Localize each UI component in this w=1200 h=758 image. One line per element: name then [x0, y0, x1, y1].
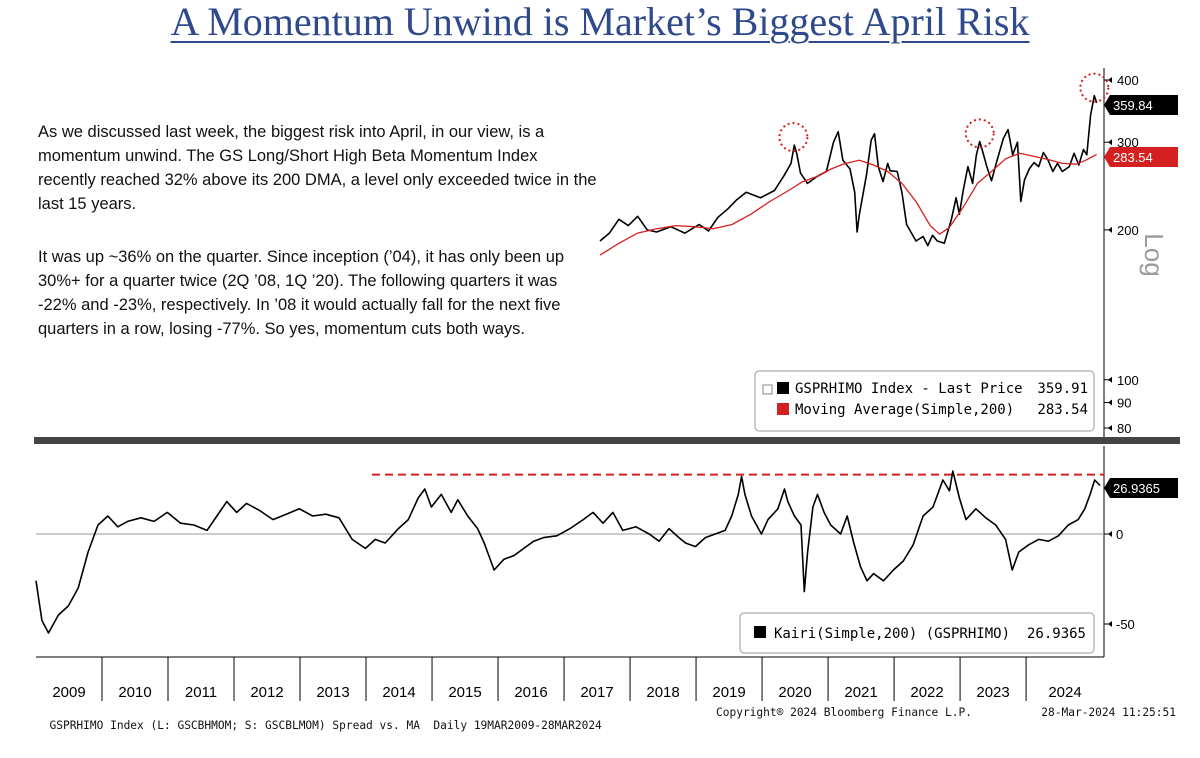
upper-y-tick-arrow [1108, 399, 1112, 406]
x-axis-year-label: 2011 [185, 684, 217, 701]
upper-y-tick-label: 80 [1117, 421, 1131, 436]
upper-y-tick-arrow [1108, 139, 1112, 146]
lower-legend-box [739, 612, 1095, 654]
x-axis-year-label: 2023 [976, 684, 1009, 701]
highlight-circle [964, 118, 995, 149]
ma-last-value: 283.54 [1113, 150, 1153, 165]
price-last-value-bg [1104, 95, 1178, 115]
log-scale-label: Log [1139, 233, 1169, 276]
upper-y-tick-label: 300 [1117, 135, 1139, 150]
upper-legend-box [754, 370, 1095, 432]
x-axis-year-label: 2016 [514, 684, 547, 701]
page-title: A Momentum Unwind is Market’s Biggest Ap… [170, 0, 1030, 44]
panel-divider [34, 437, 1180, 444]
legend-series-value: 283.54 [1037, 402, 1088, 418]
upper-y-tick-arrow [1108, 77, 1112, 83]
ma-last-value-bg [1104, 147, 1178, 167]
upper-y-tick-label: 400 [1117, 73, 1139, 88]
commentary-paragraph-1: As we discussed last week, the biggest r… [38, 123, 597, 213]
lower-y-tick-label: 0 [1116, 527, 1123, 542]
x-axis-year-label: 2021 [844, 684, 877, 701]
upper-y-tick-arrow [1108, 376, 1112, 383]
lower-legend-value: 26.9365 [1027, 626, 1086, 642]
legend-swatch [777, 382, 789, 394]
lower-legend-name: Kairi(Simple,200) (GSPRHIMO) [774, 626, 1010, 642]
bloomberg-chart: 80 90 100 200 300 400 Log 359.84 283.54 GSPRHIMO … [34, 68, 1180, 701]
kairi-last-value: 26.9365 [1113, 481, 1160, 496]
lower-y-tick-arrow [1108, 531, 1112, 537]
price-last-value: 359.84 [1113, 98, 1153, 113]
x-axis-year-label: 2019 [712, 684, 745, 701]
x-axis-year-label: 2013 [316, 684, 349, 701]
x-axis-year-label: 2010 [118, 684, 151, 701]
x-axis-year-label: 2009 [52, 684, 85, 701]
upper-y-tick-label: 100 [1117, 373, 1139, 388]
upper-y-tick-label: 200 [1117, 223, 1139, 238]
commentary-paragraph-2: It was up ~36% on the quarter. Since inc… [38, 248, 565, 338]
footer-copyright: Copyright® 2024 Bloomberg Finance L.P. [716, 706, 972, 719]
chart-footer: GSPRHIMO Index (L: GSCBHMOM; S: GSCBLMOM… [36, 706, 1176, 758]
price-line [599, 94, 1098, 247]
footer-timestamp: 28-Mar-2024 11:25:51 [1041, 706, 1176, 719]
price-panel: 80 90 100 200 300 400 Log 359.84 283.54 GSPRHIMO … [599, 68, 1178, 438]
legend-series-name: GSPRHIMO Index - Last Price [795, 381, 1023, 397]
legend-series-name: Moving Average(Simple,200) [795, 402, 1014, 418]
kairi-panel: -50 0 26.9365 Kairi(Simple,200) (GSPRHIMO) 2… [35, 446, 1178, 657]
x-axis-year-label: 2022 [910, 684, 943, 701]
x-axis-year-label: 2018 [646, 684, 679, 701]
x-axis-year-label: 2015 [448, 684, 481, 701]
legend-collapse-icon [762, 384, 773, 395]
lower-y-tick-label: -50 [1116, 617, 1135, 632]
x-axis-year-label: 2012 [250, 684, 283, 701]
legend-swatch [777, 403, 789, 415]
x-axis: 2009 2010 2011 2012 2013 2014 2015 2016 2017 2018… [36, 656, 1104, 701]
footer-series-info: GSPRHIMO Index (L: GSCBHMOM; S: GSCBLMOM… [49, 719, 602, 732]
x-axis-year-label: 2020 [778, 684, 811, 701]
x-axis-year-label: 2014 [382, 684, 415, 701]
upper-y-tick-label: 90 [1117, 396, 1131, 411]
lower-legend-swatch [754, 626, 766, 638]
x-axis-year-label: 2024 [1048, 684, 1081, 701]
upper-y-tick-arrow [1108, 425, 1112, 431]
x-axis-year-label: 2017 [580, 684, 613, 701]
highlight-circle [778, 122, 809, 153]
lower-y-tick-arrow [1108, 621, 1112, 627]
kairi-line [35, 470, 1101, 634]
upper-y-tick-arrow [1108, 226, 1112, 233]
legend-series-value: 359.91 [1037, 381, 1088, 397]
highlight-circle [1079, 72, 1110, 103]
kairi-last-value-bg [1104, 478, 1178, 498]
moving-average-line [599, 152, 1098, 256]
